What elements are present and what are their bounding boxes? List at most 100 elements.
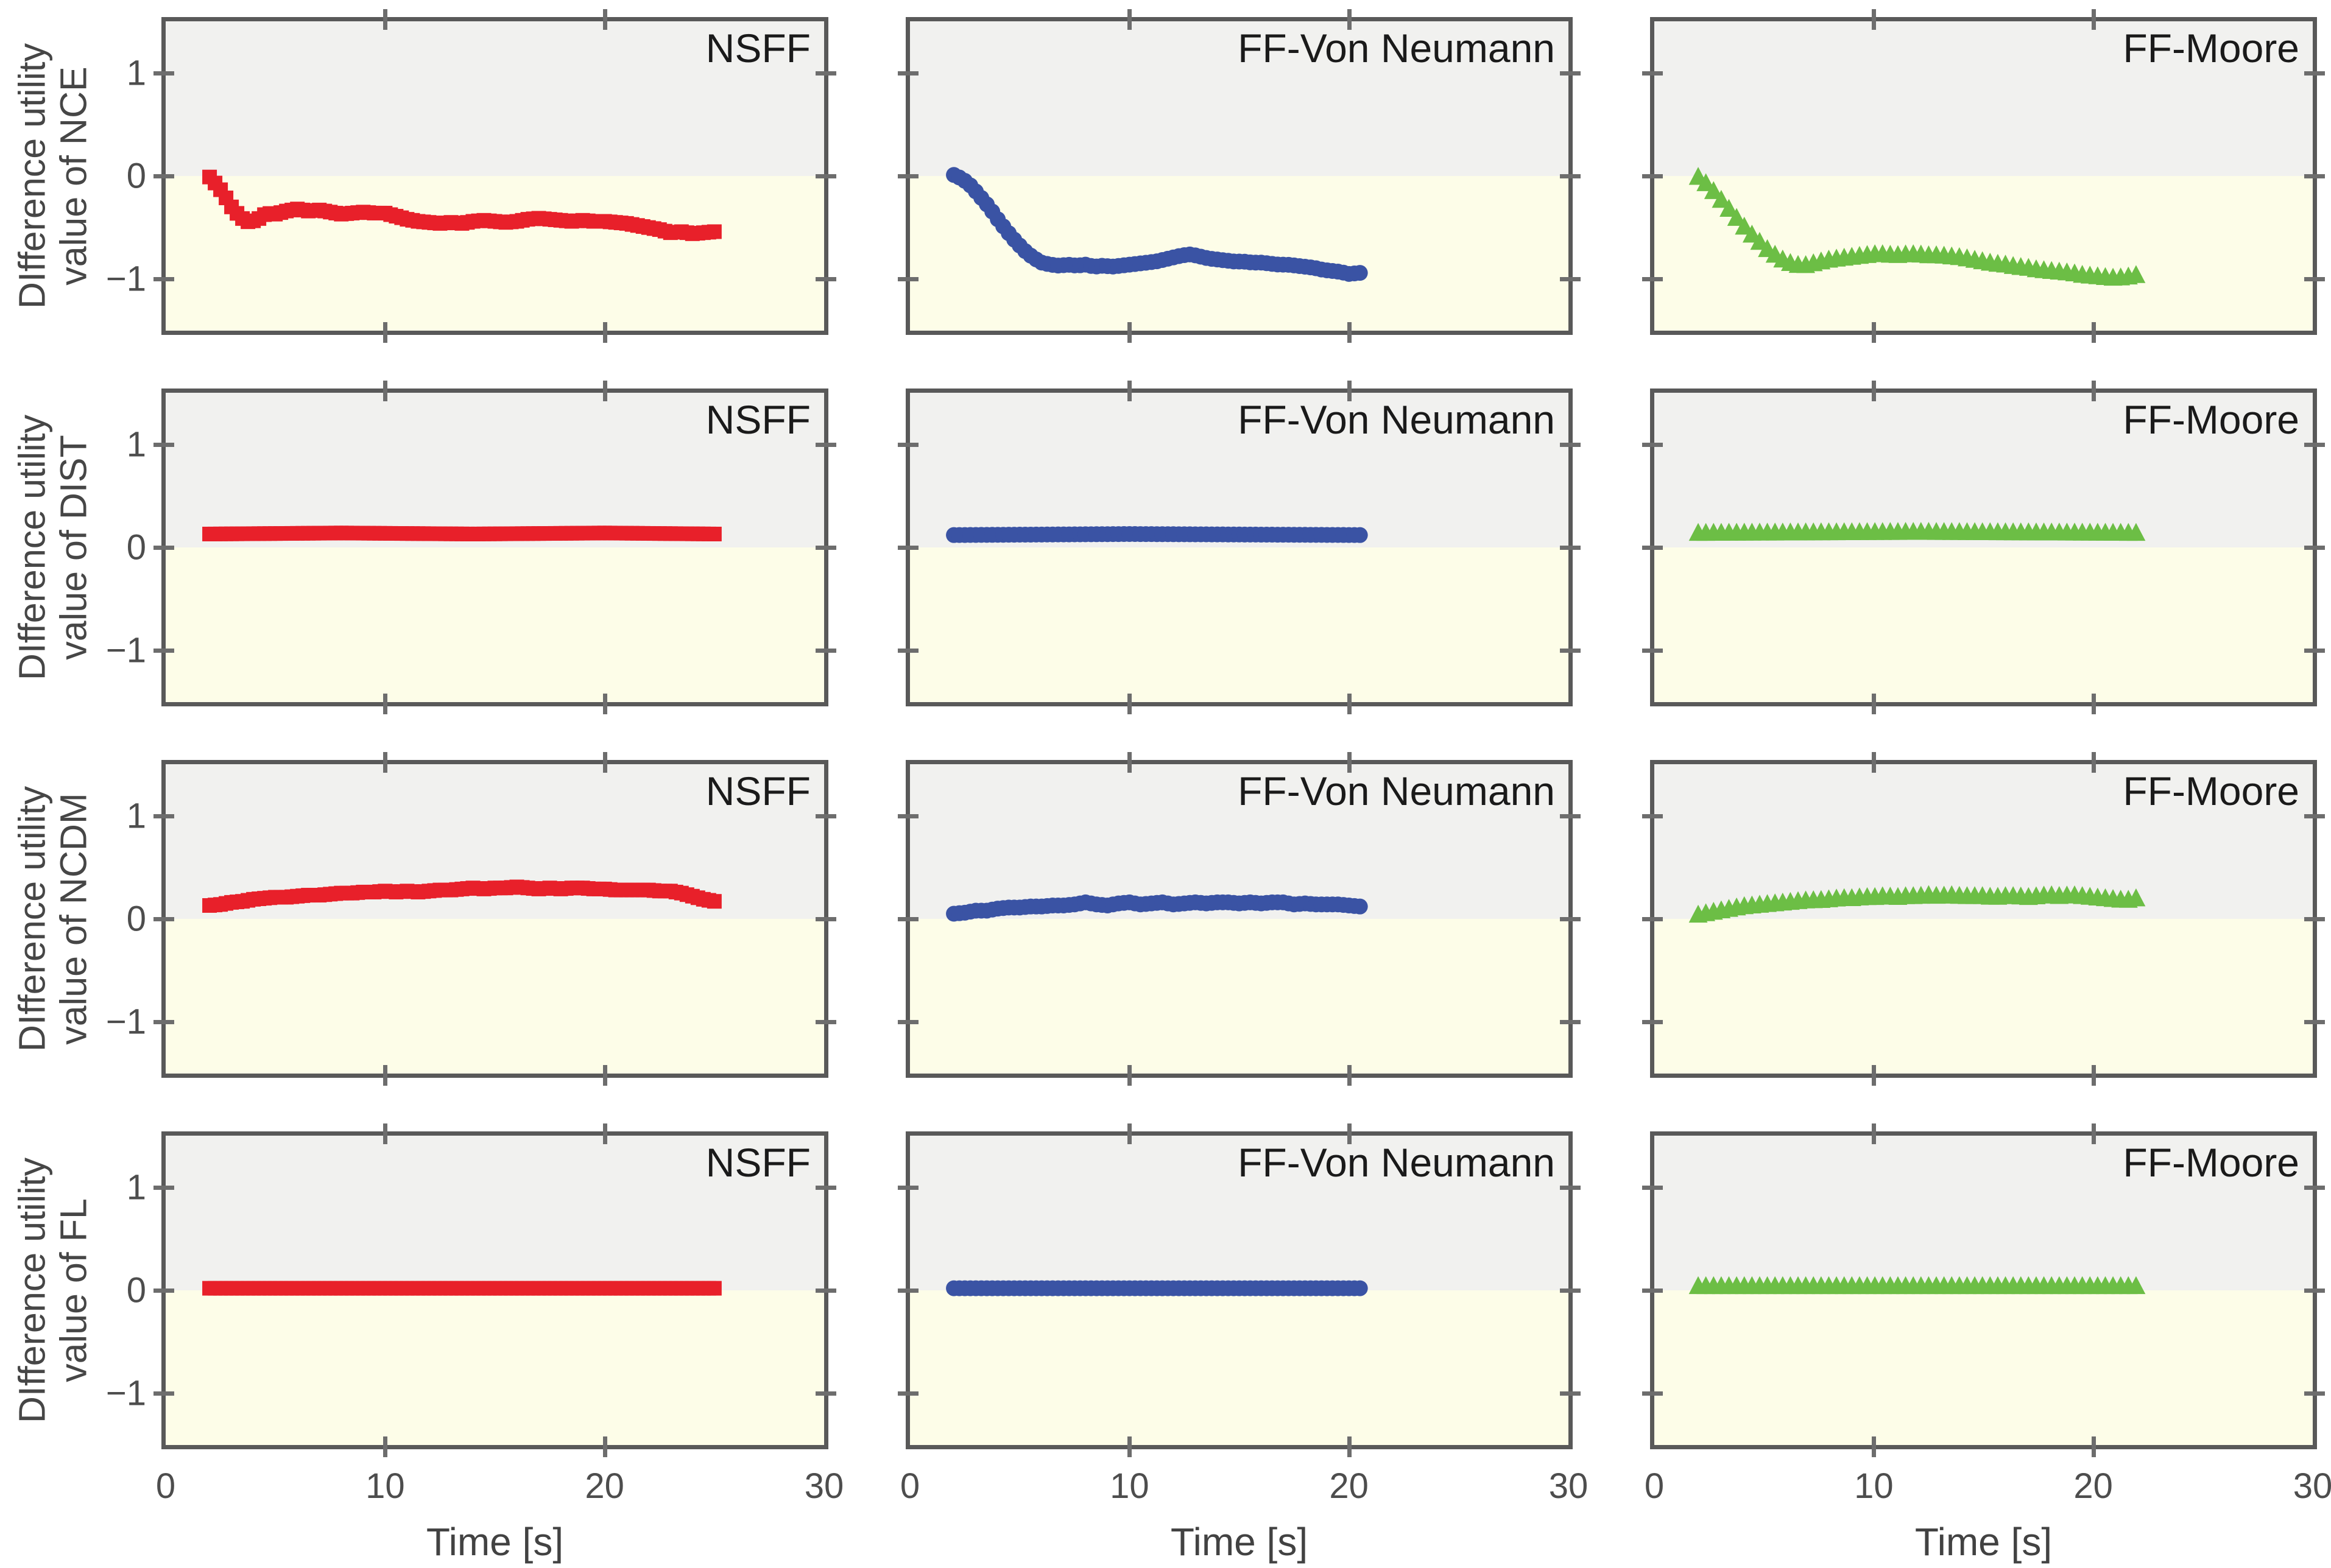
data-point: [2126, 1276, 2146, 1295]
x-tick-label: 20: [585, 1466, 624, 1506]
axis-tick: [1560, 277, 1581, 282]
data-point: [1735, 216, 1754, 235]
axis-tick: [383, 381, 388, 401]
axis-tick: [898, 174, 919, 178]
positive-region-background: [910, 764, 1568, 919]
axis-tick: [816, 1289, 836, 1293]
axis-tick: [383, 9, 388, 30]
axis-tick: [1642, 1020, 1663, 1025]
panel-method-title: FF-Von Neumann: [1238, 768, 1555, 814]
axis-tick: [153, 442, 174, 447]
y-tick-label: 1: [126, 53, 146, 93]
axis-tick: [383, 1436, 388, 1457]
axis-tick: [1872, 9, 1877, 30]
panel-method-title: NSFF: [705, 1140, 811, 1185]
positive-region-background: [166, 21, 824, 176]
axis-tick: [816, 442, 836, 447]
data-point: [1704, 181, 1723, 199]
panel-method-title: FF-Moore: [2123, 26, 2299, 71]
axis-tick: [1560, 1289, 1581, 1293]
negative-region-background: [1654, 919, 2313, 1074]
axis-tick: [816, 814, 836, 818]
panel-nce-ff-moore: FF-Moore 1 0 −1 0 10 20 30 Time [s] DIff…: [1642, 9, 2325, 343]
y-tick-label: −1: [105, 1002, 146, 1042]
axis-tick: [602, 1436, 607, 1457]
axis-tick: [898, 546, 919, 550]
y-axis-label: DIfference utility value of NCE: [12, 43, 95, 309]
data-markers: [1688, 522, 2146, 541]
y-tick-label: 0: [126, 527, 146, 568]
axis-tick: [816, 546, 836, 550]
axis-tick: [1127, 322, 1132, 343]
axis-tick: [898, 1020, 919, 1025]
data-point: [707, 224, 722, 239]
x-tick-label: 30: [1548, 1466, 1589, 1506]
y-tick-label: 0: [126, 899, 146, 939]
x-tick-label: 20: [2073, 1466, 2113, 1506]
axis-tick: [153, 814, 174, 818]
data-point: [1712, 189, 1731, 208]
axis-tick: [153, 546, 174, 550]
negative-region-background: [166, 176, 824, 331]
panel-method-title: NSFF: [705, 26, 811, 71]
panel-method-title: FF-Moore: [2123, 397, 2299, 442]
axis-tick: [1642, 277, 1663, 282]
axis-tick: [1872, 694, 1877, 714]
axis-tick: [1872, 1123, 1877, 1144]
y-axis-label-line1: DIfference utility: [11, 1157, 53, 1424]
data-markers: [946, 894, 1368, 922]
negative-region-background: [910, 919, 1568, 1074]
axis-tick: [2304, 1185, 2325, 1190]
x-tick-label: 20: [1329, 1466, 1369, 1506]
axis-tick: [1872, 1065, 1877, 1086]
data-point: [707, 894, 722, 909]
data-markers: [202, 879, 722, 913]
axis-tick: [2091, 1436, 2096, 1457]
axis-tick: [602, 322, 607, 343]
axis-tick: [898, 814, 919, 818]
panel-fl-nsff: NSFF 1 0 −1 0 10 20 30 Time [s] DIfferen…: [12, 1123, 844, 1564]
data-point: [2126, 888, 2146, 907]
negative-region-background: [166, 919, 824, 1074]
panel-nce-nsff: NSFF 1 0 −1 0 10 20 30 Time [s] DIfferen…: [12, 9, 836, 343]
axis-tick: [1872, 322, 1877, 343]
panel-dist-nsff: NSFF 1 0 −1 0 10 20 30 Time [s] DIfferen…: [12, 381, 836, 714]
axis-tick: [2304, 1020, 2325, 1025]
data-markers: [946, 1280, 1368, 1296]
y-tick-label: 0: [126, 1270, 146, 1310]
axis-tick: [153, 277, 174, 282]
axis-tick: [1127, 1436, 1132, 1457]
axis-tick: [2091, 381, 2096, 401]
axis-tick: [153, 71, 174, 76]
data-point: [1352, 1280, 1368, 1296]
axis-tick: [1127, 1123, 1132, 1144]
panel-dist-ff-von-neumann: FF-Von Neumann 1 0 −1 0 10 20 30 Time [s…: [898, 381, 1581, 714]
axis-tick: [816, 277, 836, 282]
panel-dist-ff-moore: FF-Moore 1 0 −1 0 10 20 30 Time [s] DIff…: [1642, 381, 2325, 714]
y-tick-label: −1: [105, 630, 146, 670]
axis-tick: [383, 322, 388, 343]
negative-region-background: [166, 1290, 824, 1445]
x-tick-label: 0: [900, 1466, 920, 1506]
x-axis-label: Time [s]: [1170, 1520, 1308, 1564]
axis-tick: [1347, 1123, 1352, 1144]
axis-tick: [153, 1391, 174, 1396]
data-point: [707, 526, 722, 541]
panel-method-title: FF-Moore: [2123, 1140, 2299, 1185]
y-axis-label-line2: value of FL: [53, 1198, 94, 1382]
data-markers: [1688, 167, 2146, 286]
y-axis-label-line2: value of NCE: [53, 66, 94, 286]
panel-fl-ff-moore: FF-Moore 1 0 −1 0 10 20 30 Time [s] DIff…: [1642, 1123, 2331, 1564]
y-axis-label-line1: DIfference utility: [11, 786, 53, 1052]
axis-tick: [153, 649, 174, 653]
axis-tick: [602, 9, 607, 30]
axis-tick: [898, 1391, 919, 1396]
axis-tick: [2091, 1065, 2096, 1086]
axis-tick: [383, 1123, 388, 1144]
y-axis-label: DIfference utility value of DIST: [12, 415, 95, 680]
axis-tick: [1347, 1065, 1352, 1086]
axis-tick: [2304, 814, 2325, 818]
axis-tick: [898, 442, 919, 447]
data-markers: [202, 1281, 722, 1296]
axis-tick: [1642, 917, 1663, 921]
